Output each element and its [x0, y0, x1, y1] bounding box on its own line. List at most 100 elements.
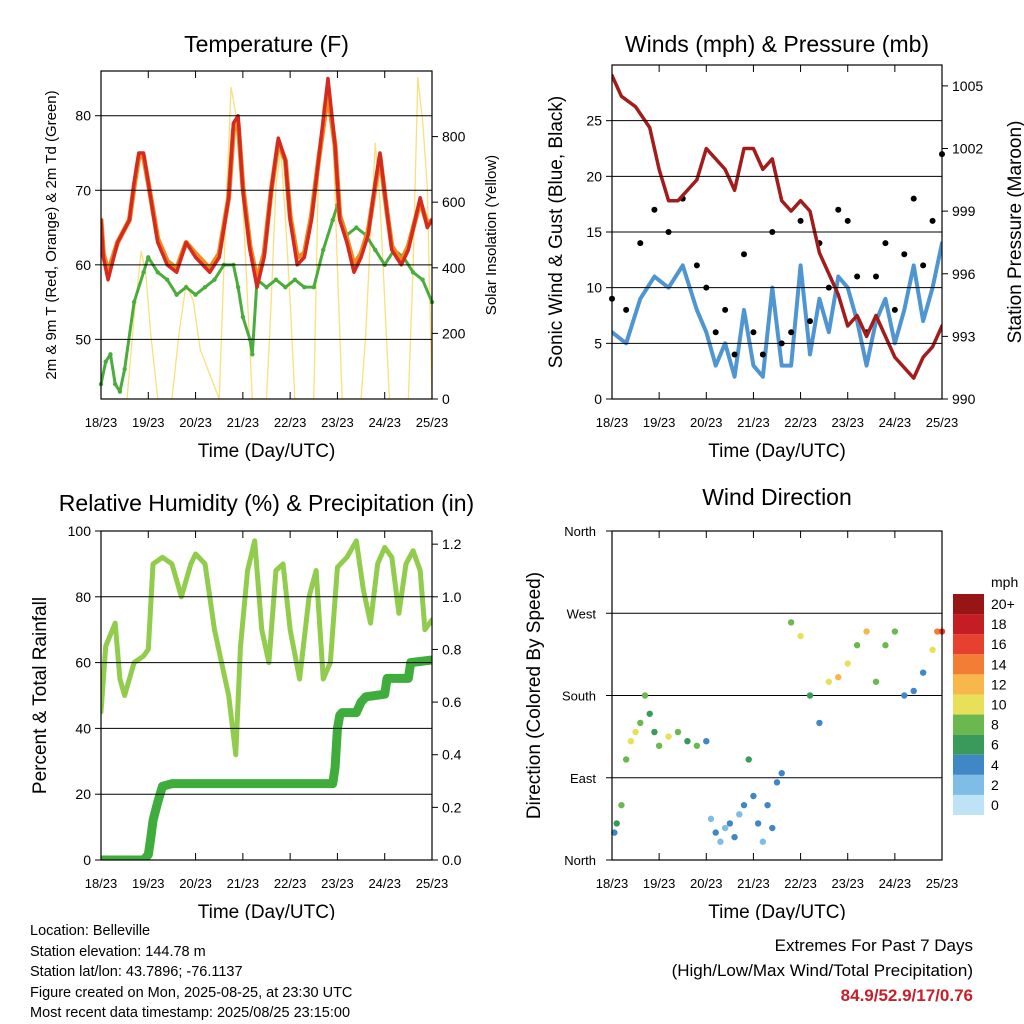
- panel-2: Winds (mph) & Pressure (mb) Time (Day/UTC…: [546, 31, 1024, 462]
- y-tick-label: 80: [75, 108, 91, 124]
- y-axis-label: 2m & 9m T (Red, Orange) & 2m Td (Green): [43, 90, 60, 379]
- gust-point: [901, 251, 908, 258]
- meteogram-charts: Temperature (F) Time (Day/UTC) 18/23 19/23 2…: [30, 31, 1024, 920]
- y2-tick-label: 0.2: [442, 799, 462, 815]
- y-tick-label: 100: [68, 523, 92, 539]
- station-info: Location: Belleville Station elevation: …: [30, 921, 352, 1024]
- gust-point: [623, 306, 630, 313]
- direction-point: [863, 628, 870, 635]
- panel-3: Relative Humidity (%) & Precipitation (i…: [30, 490, 474, 920]
- dewpoint-point: [103, 359, 108, 364]
- x-tick-label: 25/23: [926, 876, 959, 891]
- y-tick-label: 10: [586, 280, 602, 296]
- colorbar-label: 2: [991, 777, 999, 793]
- x-tick-label: 19/23: [132, 415, 165, 430]
- direction-point: [769, 824, 776, 832]
- direction-point: [764, 801, 771, 809]
- series-rainfall-line: [101, 655, 432, 860]
- y2-tick-label: 0.4: [442, 747, 462, 763]
- x-tick-label: 25/23: [416, 415, 449, 430]
- direction-point: [712, 829, 719, 836]
- dewpoint-point: [122, 366, 127, 372]
- dewpoint-point: [146, 255, 151, 260]
- y-tick-label: 25: [586, 113, 602, 129]
- direction-point: [787, 619, 795, 626]
- gust-point: [731, 351, 738, 358]
- colorbar-label: 14: [991, 656, 1007, 672]
- colorbar-label: 20+: [991, 596, 1015, 612]
- direction-point: [882, 642, 889, 649]
- direction-point: [613, 820, 620, 827]
- dewpoint-point: [202, 284, 208, 290]
- x-tick-label: 24/23: [879, 876, 912, 891]
- dewpoint-point: [131, 299, 137, 305]
- series-humidity-line: [101, 538, 432, 758]
- dewpoint-point: [302, 284, 307, 290]
- x-tick-label: 22/23: [274, 415, 307, 430]
- direction-point: [910, 687, 917, 695]
- colorbar-swatch: [953, 694, 984, 715]
- station-location: Location: Belleville: [30, 923, 151, 939]
- direction-point: [736, 811, 743, 818]
- station-latlon: Station lat/lon: 43.7896; -76.1137: [30, 964, 243, 981]
- direction-point: [872, 678, 880, 685]
- direction-point: [627, 737, 635, 745]
- gust-point: [891, 306, 898, 313]
- x-tick-label: 20/23: [690, 876, 723, 891]
- x-axis-label: Time (Day/UTC): [708, 441, 846, 462]
- direction-point: [778, 769, 785, 777]
- y2-tick-label: 1.0: [442, 589, 462, 605]
- direction-point: [684, 737, 691, 745]
- direction-point: [618, 801, 625, 809]
- direction-point: [651, 728, 658, 736]
- gust-point: [910, 195, 917, 202]
- colorbar-swatch: [953, 734, 984, 755]
- panel-title: Relative Humidity (%) & Precipitation (i…: [59, 490, 474, 516]
- gust-point: [873, 273, 879, 280]
- colorbar-label: 8: [991, 717, 999, 733]
- x-tick-label: 22/23: [274, 876, 307, 891]
- extremes-panel: Extremes For Past 7 Days (High/Low/Max W…: [672, 933, 973, 1008]
- dewpoint-point: [155, 270, 160, 275]
- direction-point: [901, 692, 908, 699]
- x-tick-label: 19/23: [643, 415, 676, 430]
- direction-point: [853, 642, 861, 649]
- dewpoint-point: [165, 277, 170, 282]
- gust-point: [807, 318, 813, 325]
- dewpoint-point: [250, 352, 255, 357]
- y2-tick-label: 1002: [952, 141, 983, 157]
- x-tick-label: 18/23: [596, 876, 629, 891]
- gust-point: [788, 329, 795, 336]
- colorbar-swatch: [953, 794, 984, 815]
- direction-point: [919, 669, 927, 676]
- y-tick-label: North: [564, 524, 596, 539]
- direction-point: [844, 660, 851, 667]
- gust-point: [693, 262, 700, 269]
- direction-point: [754, 820, 762, 827]
- y2-tick-label: 0.6: [442, 694, 462, 710]
- y-tick-label: East: [570, 771, 596, 786]
- y-tick-label: 0: [83, 852, 91, 868]
- x-tick-label: 18/23: [85, 876, 118, 891]
- colorbar-label: 16: [991, 636, 1007, 652]
- x-tick-label: 25/23: [926, 415, 959, 430]
- y-tick-label: 40: [75, 720, 91, 736]
- dewpoint-point: [373, 247, 378, 253]
- dewpoint-point: [108, 352, 113, 357]
- gust-point: [929, 217, 936, 224]
- colorbar-title: mph: [991, 574, 1018, 590]
- dewpoint-point: [420, 277, 425, 282]
- x-tick-label: 21/23: [737, 415, 770, 430]
- direction-point: [622, 756, 630, 763]
- direction-point: [750, 792, 757, 800]
- y-tick-label: 0: [594, 391, 602, 407]
- gust-point: [759, 351, 766, 358]
- y-axis-label: Sonic Wind & Gust (Blue, Black): [546, 96, 567, 368]
- direction-point: [721, 824, 729, 832]
- direction-point: [641, 692, 649, 699]
- gust-point: [854, 273, 861, 280]
- y-tick-label: 70: [75, 182, 91, 198]
- series-temp-2m-line: [101, 76, 432, 289]
- colorbar-label: 0: [991, 797, 999, 813]
